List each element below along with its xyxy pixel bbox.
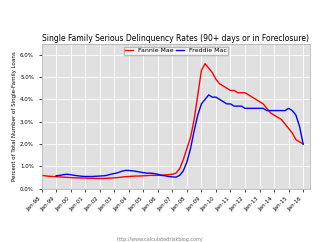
Fannie Mae <box>272 113 276 116</box>
Freddie Mac <box>94 175 98 178</box>
Freddie Mac <box>250 107 254 110</box>
Fannie Mae <box>131 175 134 178</box>
Freddie Mac <box>54 174 58 177</box>
Fannie Mae <box>40 174 44 177</box>
Fannie Mae <box>301 143 305 145</box>
Y-axis label: Percent of Total Number of Single-Family Loans: Percent of Total Number of Single-Family… <box>12 51 17 181</box>
Freddie Mac <box>101 174 105 177</box>
Freddie Mac <box>207 93 211 96</box>
Freddie Mac <box>72 174 76 177</box>
Fannie Mae <box>203 62 207 65</box>
Title: Single Family Serious Delinquency Rates (90+ days or in Foreclosure): Single Family Serious Delinquency Rates … <box>43 34 309 43</box>
Fannie Mae <box>174 172 178 174</box>
Text: http://www.calculatedriskblog.com/: http://www.calculatedriskblog.com/ <box>117 237 203 242</box>
Legend: Fannie Mae, Freddie Mac: Fannie Mae, Freddie Mac <box>124 47 228 55</box>
Freddie Mac <box>298 125 301 128</box>
Fannie Mae <box>283 122 287 125</box>
Line: Fannie Mae: Fannie Mae <box>42 64 303 179</box>
Freddie Mac <box>301 143 305 145</box>
Fannie Mae <box>94 177 98 180</box>
Freddie Mac <box>199 102 203 105</box>
Freddie Mac <box>174 176 178 179</box>
Line: Freddie Mac: Freddie Mac <box>56 95 303 177</box>
Fannie Mae <box>101 177 105 180</box>
Fannie Mae <box>265 107 269 110</box>
